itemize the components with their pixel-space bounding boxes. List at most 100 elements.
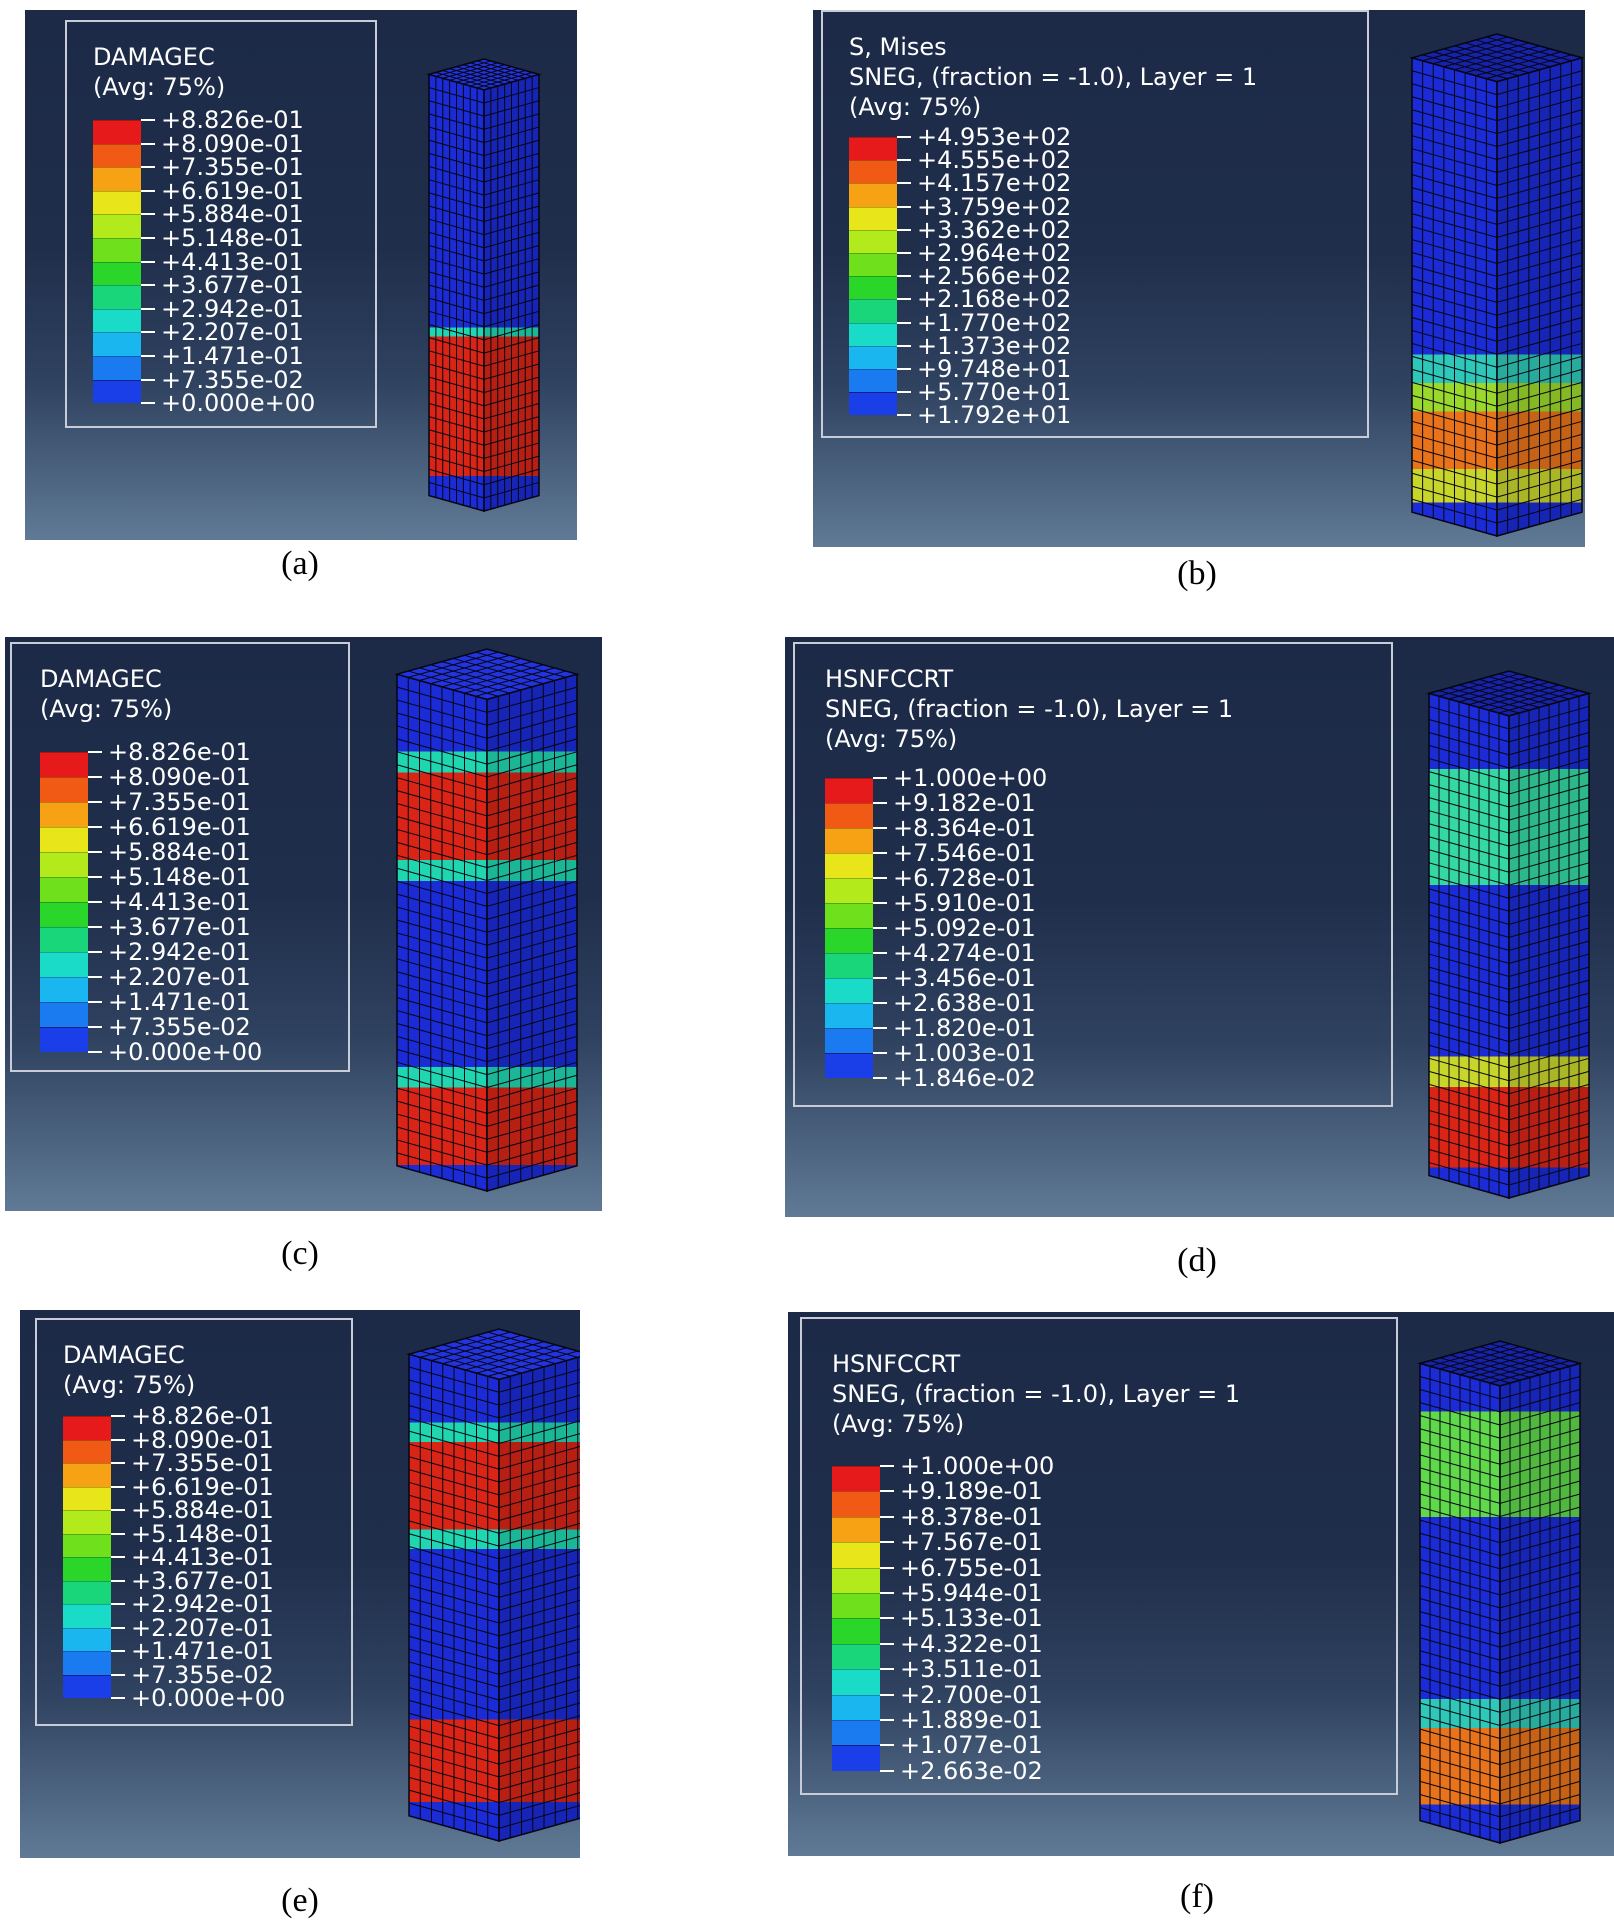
- scale-tick: [88, 1051, 102, 1053]
- scale-value-label: +7.546e-01: [893, 839, 1036, 867]
- scale-swatch: [825, 803, 873, 828]
- scale-value-label: +4.413e-01: [131, 1543, 274, 1571]
- legend-title-line: (Avg: 75%): [832, 1410, 965, 1438]
- mesh-grid: [1428, 673, 1590, 1196]
- scale-tick: [88, 926, 102, 928]
- legend-box: S, Mises SNEG, (fraction = -1.0), Layer =…: [821, 10, 1369, 438]
- color-scale: +4.953e+02 +4.555e+02 +4.157e+02 +3.759e+02…: [849, 125, 1149, 449]
- scale-swatch: [825, 928, 873, 953]
- scale-value-label: +4.555e+02: [917, 146, 1072, 175]
- scale-swatch: [63, 1463, 111, 1487]
- scale-value-label: +6.755e-01: [900, 1553, 1043, 1582]
- legend-box: HSNFCCRT SNEG, (fraction = -1.0), Layer =…: [793, 642, 1393, 1107]
- scale-tick: [141, 189, 155, 192]
- scale-tick: [897, 321, 911, 324]
- scale-swatch: [832, 1516, 880, 1543]
- scale-value-label: +1.077e-01: [900, 1731, 1043, 1760]
- scale-swatch: [63, 1557, 111, 1581]
- scale-value-label: +5.148e-01: [161, 224, 304, 252]
- scale-value-label: +6.619e-01: [161, 176, 304, 205]
- scale-tick: [141, 331, 155, 334]
- scale-swatch: [849, 299, 897, 323]
- scale-value-label: +5.884e-01: [131, 1496, 274, 1524]
- scale-tick: [111, 1579, 125, 1582]
- scale-swatch: [63, 1416, 111, 1440]
- scale-swatch: [849, 253, 897, 277]
- scale-tick: [897, 205, 911, 208]
- scale-tick: [111, 1509, 125, 1511]
- scale-swatch: [832, 1542, 880, 1568]
- mesh-grid: [1411, 36, 1583, 534]
- scale-value-label: +2.168e+02: [917, 285, 1072, 314]
- scale-tick: [880, 1592, 894, 1594]
- scale-value-label: +8.826e-01: [108, 738, 251, 766]
- scale-tick: [880, 1769, 894, 1772]
- scale-tick: [873, 1077, 887, 1079]
- color-scale: +1.000e+00 +9.189e-01 +8.378e-01 +7.567e-01…: [832, 1454, 1132, 1806]
- panel-e: DAMAGEC (Avg: 75%) +8.826e-01 +8.090e-01 +7.…: [20, 1310, 580, 1858]
- scale-tick: [141, 355, 155, 357]
- legend-box: DAMAGEC (Avg: 75%) +8.826e-01 +8.090e-01 +7.…: [10, 642, 350, 1072]
- scale-tick: [88, 751, 102, 753]
- scale-swatch: [825, 778, 873, 803]
- scale-swatch: [849, 369, 897, 393]
- legend-title-line: SNEG, (fraction = -1.0), Layer = 1: [832, 1380, 1241, 1408]
- scale-swatch: [93, 238, 141, 262]
- scale-tick: [880, 1617, 894, 1620]
- scale-swatch: [849, 276, 897, 300]
- scale-tick: [880, 1693, 894, 1696]
- scale-swatch: [93, 190, 141, 215]
- scale-value-label: +1.889e-01: [900, 1706, 1043, 1734]
- scale-tick: [88, 901, 102, 903]
- scale-value-label: +3.677e-01: [131, 1566, 274, 1595]
- scale-swatch: [832, 1491, 880, 1517]
- scale-tick: [873, 977, 887, 979]
- scale-tick: [873, 927, 887, 929]
- scale-value-label: +5.148e-01: [108, 863, 251, 891]
- scale-value-label: +2.207e-01: [108, 963, 251, 991]
- scale-value-label: +0.000e+00: [131, 1684, 286, 1712]
- scale-swatch: [40, 752, 88, 777]
- scale-swatch: [825, 953, 873, 978]
- scale-value-label: +5.884e-01: [161, 200, 304, 229]
- scale-swatch: [849, 160, 897, 184]
- scale-value-label: +9.748e+01: [917, 355, 1072, 383]
- scale-tick: [111, 1485, 125, 1488]
- color-scale: +8.826e-01 +8.090e-01 +7.355e-01 +6.619e-01…: [93, 108, 393, 437]
- scale-swatch: [40, 852, 88, 877]
- scale-tick: [880, 1642, 894, 1645]
- scale-value-label: +1.792e+01: [917, 401, 1072, 430]
- fe-column-model: [426, 58, 542, 512]
- scale-swatch: [825, 1053, 873, 1078]
- legend-title-line: (Avg: 75%): [93, 73, 226, 101]
- scale-value-label: +1.373e+02: [917, 331, 1072, 360]
- scale-value-label: +2.700e-01: [900, 1680, 1043, 1709]
- scale-value-label: +0.000e+00: [108, 1038, 263, 1066]
- scale-swatch: [93, 143, 141, 168]
- scale-swatch: [40, 827, 88, 852]
- scale-swatch: [93, 120, 141, 144]
- scale-value-label: +5.770e+01: [917, 378, 1072, 407]
- panel-caption: (c): [281, 1235, 319, 1272]
- scale-tick: [141, 166, 155, 169]
- legend-title-line: SNEG, (fraction = -1.0), Layer = 1: [849, 63, 1258, 91]
- scale-value-label: +2.638e-01: [893, 989, 1036, 1017]
- scale-swatch: [93, 285, 141, 309]
- color-scale: +1.000e+00 +9.182e-01 +8.364e-01 +7.546e-01…: [825, 766, 1125, 1113]
- scale-value-label: +6.619e-01: [131, 1472, 274, 1501]
- scale-swatch: [63, 1510, 111, 1534]
- scale-swatch: [832, 1618, 880, 1644]
- legend-box: DAMAGEC (Avg: 75%) +8.826e-01 +8.090e-01 +7.…: [35, 1318, 353, 1726]
- scale-tick: [897, 136, 911, 138]
- panel-a: DAMAGEC (Avg: 75%) +8.826e-01 +8.090e-01 +7.…: [25, 10, 577, 540]
- scale-swatch: [63, 1486, 111, 1510]
- scale-swatch: [40, 1002, 88, 1027]
- scale-value-label: +4.413e-01: [108, 888, 251, 916]
- scale-swatch: [825, 1053, 873, 1054]
- color-scale: +8.826e-01 +8.090e-01 +7.355e-01 +6.619e-01…: [40, 740, 340, 1087]
- scale-value-label: +3.759e+02: [917, 192, 1072, 221]
- scale-tick: [141, 237, 155, 239]
- scale-value-label: +6.728e-01: [893, 864, 1036, 892]
- legend-title-line: HSNFCCRT: [825, 665, 954, 693]
- scale-value-label: +1.770e+02: [917, 308, 1072, 337]
